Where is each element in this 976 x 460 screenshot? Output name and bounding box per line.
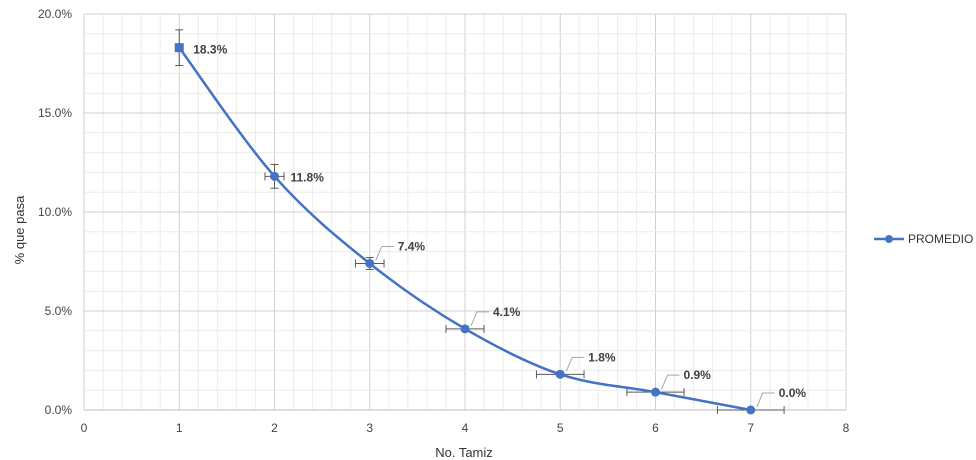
y-axis-title: % que pasa (12, 195, 27, 264)
x-tick-label: 5 (557, 421, 564, 435)
data-labels: 18.3% 11.8% 7.4% 4.1% 1.8% 0.9% 0.0% (193, 43, 807, 408)
data-point-marker (365, 258, 375, 268)
y-tick-label: 0.0% (45, 403, 73, 417)
data-label-leader-line (661, 374, 680, 390)
x-axis-title: No. Tamiz (435, 445, 493, 460)
data-label-leader-line (470, 311, 489, 327)
data-label: 11.8% (291, 170, 325, 184)
data-label: 18.3% (193, 43, 227, 57)
data-label-leader-line (756, 392, 775, 408)
data-label: 1.8% (588, 350, 616, 364)
x-tick-label: 6 (652, 421, 659, 435)
data-label-leader-line (375, 245, 394, 261)
series-markers (174, 43, 756, 415)
x-tick-label: 0 (81, 421, 88, 435)
data-label-leader-line (565, 356, 585, 372)
x-tick-label: 4 (462, 421, 469, 435)
data-point-marker (270, 171, 279, 181)
data-label: 0.0% (779, 386, 807, 400)
tick-labels: 0 1 2 3 4 5 6 7 8 0.0% 5.0% 10.0% 15.0% 20.0% (38, 7, 850, 435)
x-tick-label: 7 (747, 421, 754, 435)
data-point-marker (460, 324, 470, 334)
grid (83, 13, 847, 411)
error-bars (175, 29, 785, 414)
data-point-marker (746, 405, 756, 415)
y-tick-label: 20.0% (38, 7, 72, 21)
x-tick-label: 2 (271, 421, 278, 435)
data-point-marker (651, 387, 660, 397)
x-tick-label: 1 (176, 421, 183, 435)
data-point-marker (174, 43, 184, 53)
data-label: 0.9% (684, 368, 712, 382)
data-label: 7.4% (398, 239, 426, 253)
legend[interactable]: PROMEDIO (874, 232, 973, 246)
y-tick-label: 10.0% (38, 205, 72, 219)
y-tick-label: 15.0% (38, 106, 72, 120)
y-tick-label: 5.0% (45, 304, 73, 318)
data-point-marker (555, 369, 565, 379)
legend-label-promedio: PROMEDIO (908, 232, 973, 246)
legend-marker (885, 235, 893, 243)
x-tick-label: 8 (843, 421, 850, 435)
x-tick-label: 3 (366, 421, 373, 435)
data-label: 4.1% (493, 305, 521, 319)
